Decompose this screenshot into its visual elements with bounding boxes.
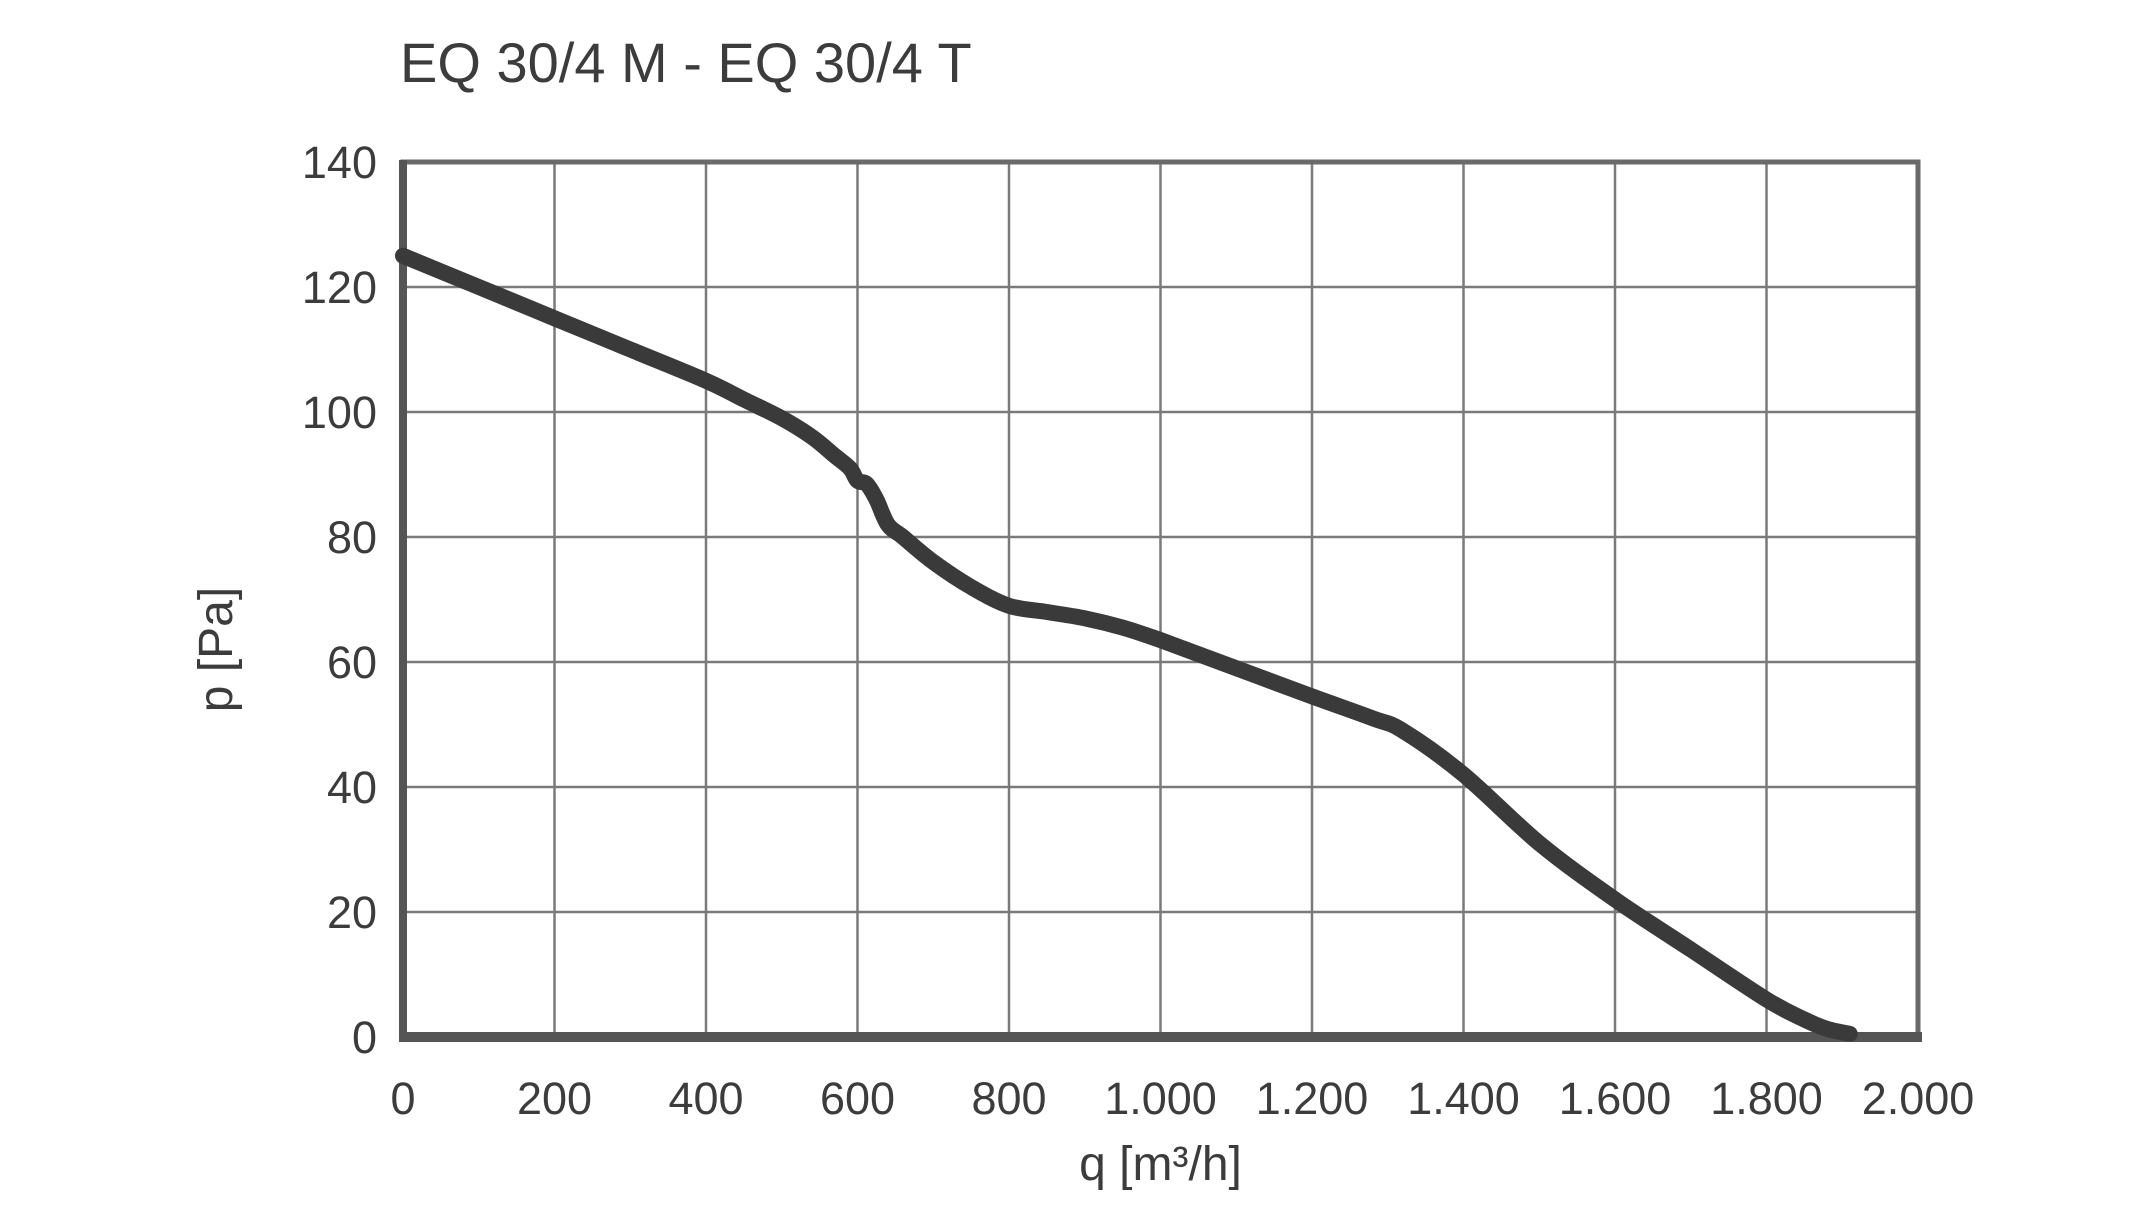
y-tick-label: 140 <box>302 137 377 188</box>
x-tick-label: 2.000 <box>1862 1073 1975 1124</box>
x-tick-label: 0 <box>390 1073 415 1124</box>
grid <box>403 162 1918 1037</box>
x-tick-label: 600 <box>820 1073 895 1124</box>
plot-frame-group <box>399 159 1922 1042</box>
x-tick-label: 800 <box>971 1073 1046 1124</box>
x-tick-label: 400 <box>668 1073 743 1124</box>
y-tick-labels: 0 20 40 60 80 100 120 140 <box>302 137 377 1063</box>
x-tick-label: 1.600 <box>1559 1073 1672 1124</box>
x-tick-label: 1.400 <box>1407 1073 1520 1124</box>
chart-title: EQ 30/4 M - EQ 30/4 T <box>400 31 972 94</box>
y-tick-label: 20 <box>327 887 377 938</box>
x-tick-label: 1.200 <box>1256 1073 1369 1124</box>
y-tick-label: 40 <box>327 762 377 813</box>
x-tick-label: 1.800 <box>1710 1073 1823 1124</box>
y-tick-label: 120 <box>302 262 377 313</box>
y-tick-label: 60 <box>327 637 377 688</box>
series-group <box>395 247 1858 1042</box>
y-tick-label: 100 <box>302 387 377 438</box>
series-line <box>395 247 1858 1042</box>
y-tick-label: 80 <box>327 512 377 563</box>
x-tick-labels: 0 200 400 600 800 1.000 1.200 1.400 1.600 1.800 2.… <box>390 1073 1974 1124</box>
y-tick-label: 0 <box>352 1012 377 1063</box>
x-tick-label: 200 <box>517 1073 592 1124</box>
y-axis-label: p [Pa] <box>190 587 243 712</box>
x-axis-label: q [m³/h] <box>1079 1138 1242 1191</box>
x-tick-label: 1.000 <box>1104 1073 1217 1124</box>
